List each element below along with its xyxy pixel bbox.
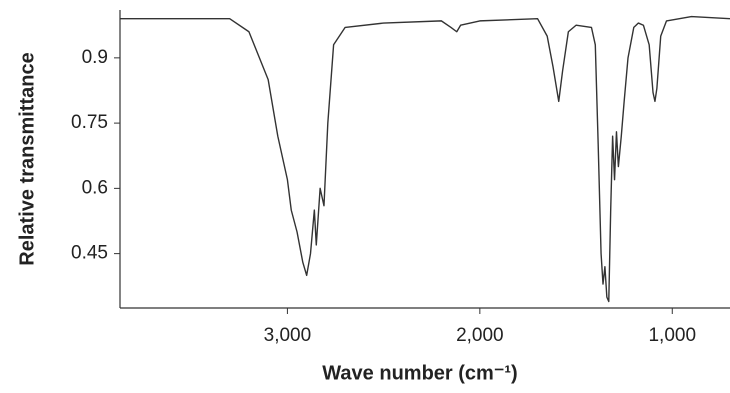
x-axis-label: Wave number (cm⁻¹) (322, 362, 517, 384)
y-tick-label: 0.9 (82, 47, 108, 68)
y-axis-label: Relative transmittance (16, 52, 38, 265)
y-tick-label: 0.75 (71, 112, 108, 133)
spectrum-line (120, 15, 730, 303)
x-tick-label: 2,000 (456, 325, 504, 346)
y-tick-label: 0.45 (71, 243, 108, 264)
x-tick-label: 3,000 (264, 325, 312, 346)
x-tick-label: 1,000 (648, 325, 696, 346)
y-tick-label: 0.6 (82, 177, 108, 198)
